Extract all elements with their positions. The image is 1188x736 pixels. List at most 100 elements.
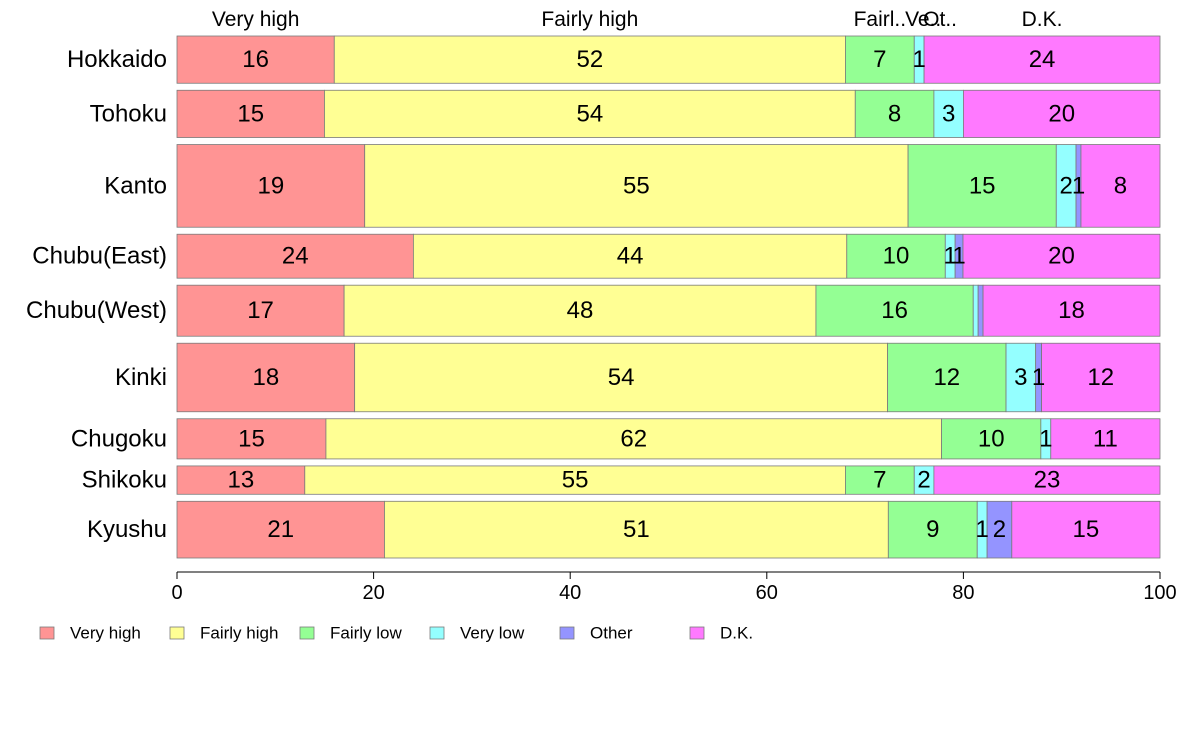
value-label-chugoku-fairly-low: 10 [978,425,1005,452]
value-label-kinki-d-k: 12 [1087,364,1114,391]
top-label-very-high: Very high [212,8,300,31]
bar-kinki-fairly-low [887,342,1007,413]
bar-chubu-west-other [977,284,984,337]
value-label-kyushu-fairly-high: 51 [623,516,650,543]
bar-tohoku-fairly-low [854,89,935,138]
bar-chubu-west-very-low [972,284,979,337]
x-tick-label-80: 80 [952,582,974,604]
category-label-kyushu: Kyushu [87,516,167,543]
value-label-chugoku-very-low: 1 [1039,425,1052,452]
bar-chubu-east-very-high [176,233,414,279]
legend-swatch-d-k [689,626,705,640]
x-tick-label-100: 100 [1143,582,1176,604]
bar-kinki-fairly-high [354,342,889,413]
top-label-other: Ot.. [923,8,957,31]
x-tick-label-60: 60 [756,582,778,604]
bar-hokkaido-fairly-high [333,35,846,84]
category-label-chubu-west: Chubu(West) [26,297,167,324]
value-label-tohoku-fairly-high: 54 [577,100,604,127]
bar-shikoku-very-high [176,465,306,495]
bar-chubu-west-very-high [176,284,345,337]
category-label-chugoku: Chugoku [71,425,167,452]
bar-kinki-very-low [1005,342,1037,413]
value-label-kyushu-very-low: 1 [975,516,988,543]
category-label-tohoku: Tohoku [90,100,167,127]
top-label-fairly-low: Fairl.. [854,8,907,31]
x-tick-label-0: 0 [171,582,182,604]
value-label-chubu-west-d-k: 18 [1058,297,1085,324]
bar-kinki-very-high [176,342,356,413]
value-label-kanto-very-high: 19 [258,172,285,199]
value-label-kinki-very-low: 3 [1014,364,1027,391]
bar-shikoku-fairly-high [304,465,846,495]
value-label-tohoku-fairly-low: 8 [888,100,901,127]
value-label-shikoku-very-high: 13 [228,467,255,494]
bar-kyushu-fairly-low [887,500,978,559]
value-label-chubu-east-very-high: 24 [282,243,309,270]
legend-swatch-fairly-low [299,626,315,640]
value-label-kyushu-other: 2 [993,516,1006,543]
value-label-chubu-east-d-k: 20 [1048,243,1075,270]
bar-kanto-d-k [1080,144,1161,228]
value-label-hokkaido-fairly-low: 7 [873,46,886,73]
value-label-chubu-west-fairly-low: 16 [881,297,908,324]
bar-chubu-west-fairly-low [815,284,974,337]
category-labels: Hokkaido Tohoku Kanto Chubu(East) Chubu(West… [26,46,167,543]
legend-swatch-fairly-high [169,626,185,640]
value-label-kanto-other: 1 [1072,172,1085,199]
bar-chubu-west-d-k [982,284,1161,337]
legend-label-very-low: Very low [460,624,525,643]
bar-chugoku-fairly-high [325,418,942,460]
legend-label-fairly-low: Fairly low [330,624,403,643]
bar-segments [176,35,1161,559]
category-label-shikoku: Shikoku [82,467,167,494]
value-label-kinki-other: 1 [1032,364,1045,391]
value-label-shikoku-fairly-low: 7 [873,467,886,494]
bar-kinki-d-k [1041,342,1161,413]
value-label-shikoku-fairly-high: 55 [562,467,589,494]
category-label-hokkaido: Hokkaido [67,46,167,73]
legend-label-d-k: D.K. [720,624,753,643]
bar-tohoku-d-k [963,89,1161,138]
value-label-kyushu-very-high: 21 [267,516,294,543]
bar-tohoku-very-low [933,89,964,138]
bar-kanto-fairly-low [907,144,1057,228]
bar-chubu-east-fairly-low [846,233,946,279]
top-series-labels: Very high Fairly high Fairl..Ve..Ot.. D.K. [212,8,1063,31]
legend-label-other: Other [590,624,633,643]
top-label-very-low: Ve.. [905,8,941,31]
value-label-shikoku-very-low: 2 [917,467,930,494]
value-label-hokkaido-fairly-high: 52 [577,46,604,73]
value-label-chugoku-very-high: 15 [238,425,265,452]
x-tick-label-40: 40 [559,582,581,604]
value-label-kinki-fairly-high: 54 [608,364,635,391]
value-label-kanto-fairly-high: 55 [623,172,650,199]
legend-swatch-other [559,626,575,640]
bar-kanto-fairly-high [364,144,909,228]
value-label-chugoku-d-k: 11 [1093,425,1118,452]
bar-kanto-very-high [176,144,366,228]
bar-kyushu-d-k [1011,500,1161,559]
x-axis: 0 20 40 60 80 100 [171,571,1177,604]
value-label-tohoku-very-low: 3 [942,100,955,127]
value-label-kanto-fairly-low: 15 [969,172,996,199]
top-label-d-k: D.K. [1022,8,1063,31]
value-label-tohoku-very-high: 15 [237,100,264,127]
legend: Very high Fairly high Fairly low Very low Ot… [39,624,753,643]
value-label-kyushu-fairly-low: 9 [926,516,939,543]
value-label-hokkaido-d-k: 24 [1029,46,1056,73]
value-label-shikoku-d-k: 23 [1034,467,1061,494]
bar-shikoku-fairly-low [845,465,915,495]
top-label-fairly-high: Fairly high [541,8,638,31]
value-label-kinki-fairly-low: 12 [933,364,960,391]
value-label-hokkaido-very-high: 16 [242,46,269,73]
category-label-kinki: Kinki [115,364,167,391]
value-label-chubu-east-other: 1 [952,243,965,270]
bar-chubu-east-fairly-high [412,233,848,279]
bar-shikoku-d-k [933,465,1161,495]
bar-chugoku-d-k [1050,418,1161,460]
category-label-chubu-east: Chubu(East) [32,243,167,270]
bar-tohoku-very-high [176,89,325,138]
